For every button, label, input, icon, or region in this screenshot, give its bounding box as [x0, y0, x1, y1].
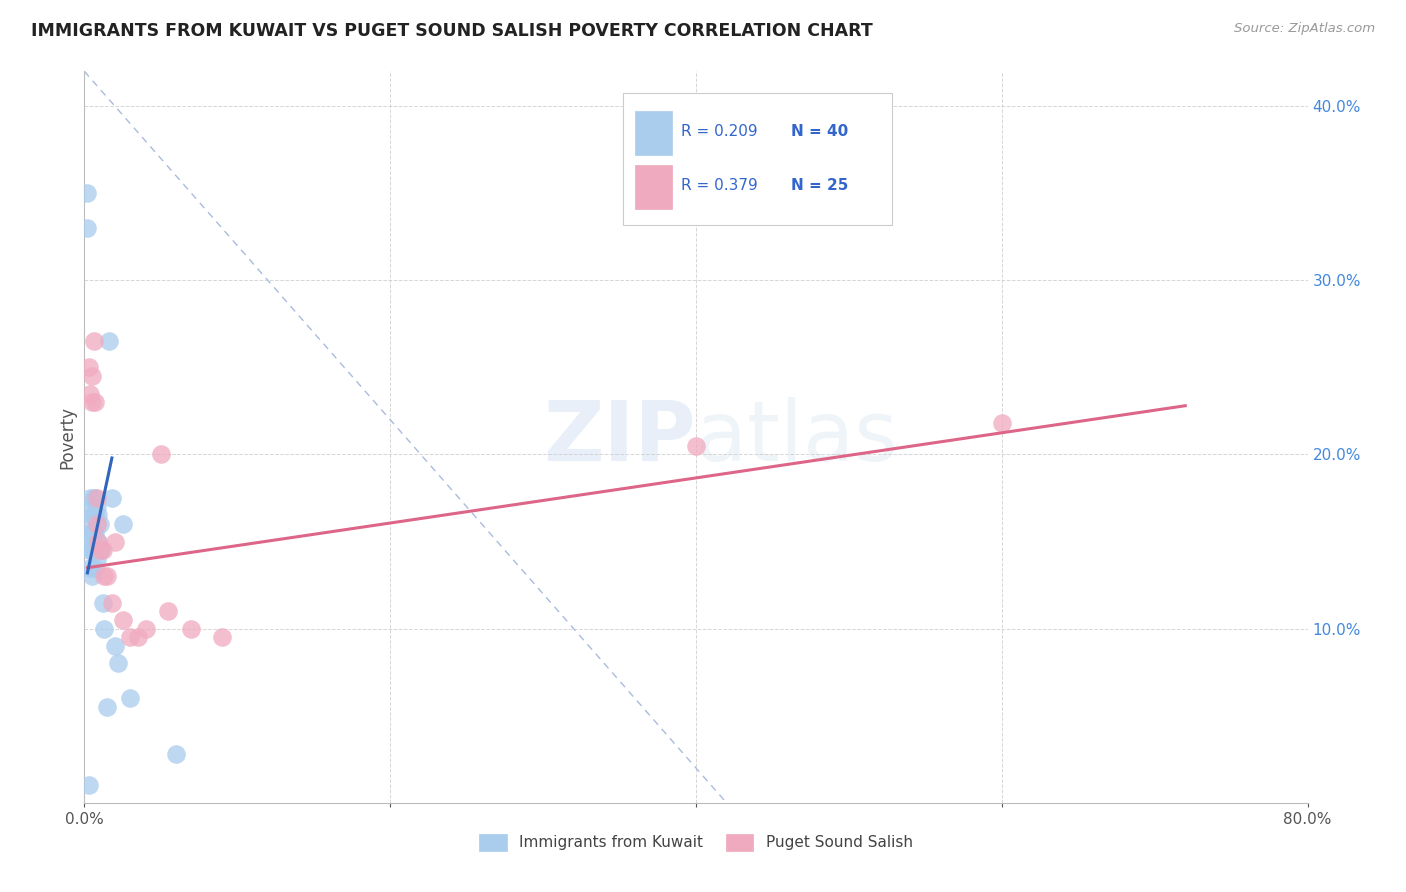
- Point: [83, 508, 105, 523]
- Point: [135, 622, 157, 636]
- Point: [84, 543, 107, 558]
- Point: [80, 369, 103, 384]
- Point: [77, 360, 100, 375]
- Point: [77, 525, 100, 540]
- Point: [87, 534, 110, 549]
- FancyBboxPatch shape: [623, 94, 891, 225]
- Point: [86, 500, 108, 514]
- Point: [90, 543, 112, 558]
- Point: [96, 700, 118, 714]
- Text: N = 40: N = 40: [792, 124, 849, 139]
- Point: [87, 534, 110, 549]
- Text: atlas: atlas: [696, 397, 897, 477]
- Point: [77, 778, 100, 792]
- Point: [87, 508, 110, 523]
- Point: [157, 604, 180, 618]
- Point: [86, 517, 108, 532]
- Text: ZIP: ZIP: [544, 397, 696, 477]
- Point: [83, 543, 105, 558]
- Point: [80, 543, 103, 558]
- Point: [76, 221, 98, 235]
- Point: [101, 595, 124, 609]
- Point: [83, 491, 105, 505]
- Point: [104, 534, 127, 549]
- Point: [86, 517, 108, 532]
- Point: [80, 525, 103, 540]
- Point: [79, 534, 101, 549]
- Point: [180, 622, 202, 636]
- Point: [84, 560, 107, 574]
- Point: [120, 631, 142, 645]
- Text: Source: ZipAtlas.com: Source: ZipAtlas.com: [1234, 22, 1375, 36]
- FancyBboxPatch shape: [636, 111, 672, 154]
- Point: [84, 395, 107, 409]
- Point: [111, 517, 134, 532]
- Point: [93, 569, 115, 583]
- Point: [89, 543, 111, 558]
- Text: R = 0.209: R = 0.209: [682, 124, 758, 139]
- Point: [165, 747, 187, 761]
- Point: [86, 552, 108, 566]
- Point: [104, 639, 127, 653]
- Point: [84, 491, 107, 505]
- Legend: Immigrants from Kuwait, Puget Sound Salish: Immigrants from Kuwait, Puget Sound Sali…: [474, 828, 918, 857]
- Point: [111, 613, 134, 627]
- Point: [991, 416, 1014, 430]
- Point: [89, 517, 111, 532]
- Point: [79, 491, 101, 505]
- Point: [84, 508, 107, 523]
- Point: [149, 448, 172, 462]
- Text: N = 25: N = 25: [792, 178, 849, 193]
- Point: [83, 525, 105, 540]
- Point: [86, 491, 108, 505]
- Point: [91, 595, 114, 609]
- Point: [211, 631, 233, 645]
- Point: [80, 395, 103, 409]
- Point: [79, 560, 101, 574]
- Y-axis label: Poverty: Poverty: [58, 406, 76, 468]
- Point: [97, 334, 120, 349]
- Point: [80, 508, 103, 523]
- Point: [127, 631, 149, 645]
- Point: [80, 569, 103, 583]
- Point: [80, 500, 103, 514]
- Point: [107, 657, 129, 671]
- Point: [84, 525, 107, 540]
- Text: R = 0.379: R = 0.379: [682, 178, 758, 193]
- Point: [93, 622, 115, 636]
- Point: [83, 334, 105, 349]
- Point: [91, 543, 114, 558]
- Point: [76, 186, 98, 201]
- Text: IMMIGRANTS FROM KUWAIT VS PUGET SOUND SALISH POVERTY CORRELATION CHART: IMMIGRANTS FROM KUWAIT VS PUGET SOUND SA…: [31, 22, 873, 40]
- Point: [77, 543, 100, 558]
- Point: [79, 386, 101, 401]
- Point: [120, 691, 142, 706]
- Point: [685, 439, 707, 453]
- Point: [96, 569, 118, 583]
- FancyBboxPatch shape: [636, 165, 672, 209]
- Point: [101, 491, 124, 505]
- Point: [79, 517, 101, 532]
